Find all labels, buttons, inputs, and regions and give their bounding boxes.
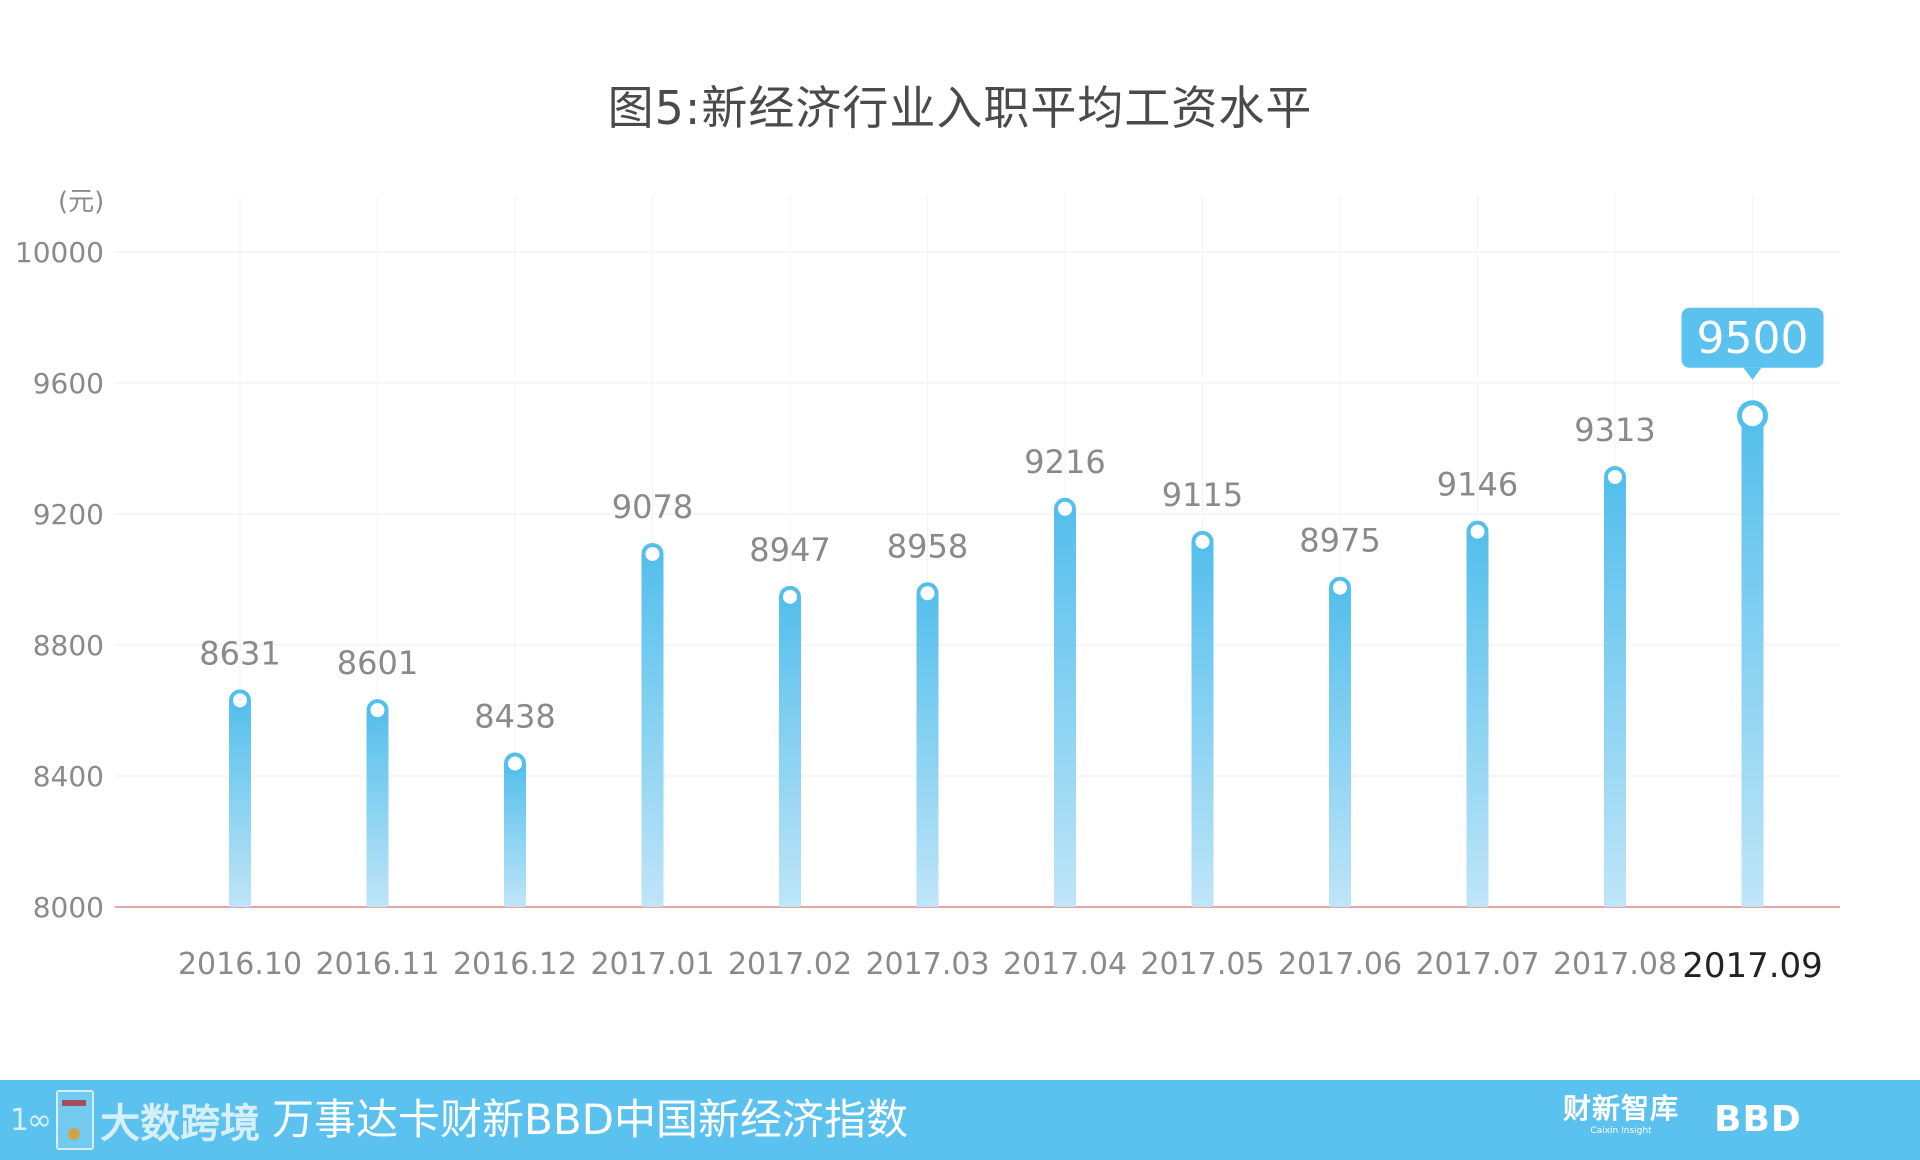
bar	[366, 710, 389, 907]
data-label: 9115	[1162, 476, 1243, 514]
bar-marker	[1604, 465, 1626, 488]
data-label: 9078	[612, 488, 693, 526]
bar-marker	[504, 752, 526, 775]
bar	[1329, 587, 1351, 907]
data-label: 9313	[1574, 411, 1655, 449]
data-label: 9500	[1697, 313, 1809, 364]
bar	[229, 700, 251, 907]
bar-marker	[1054, 497, 1076, 520]
bar-marker	[1191, 530, 1214, 553]
nei-badge-icon	[56, 1090, 95, 1150]
x-tick-label: 2016.10	[178, 947, 302, 982]
data-label: 8438	[474, 698, 555, 736]
data-label: 8947	[749, 531, 830, 569]
bar	[504, 763, 526, 907]
data-label: 8975	[1299, 522, 1380, 560]
footer-banner: 1∞ 大数跨境 万事达卡财新BBD中国新经济指数 财新智库 Caixin Ins…	[0, 1080, 1920, 1160]
x-tick-label: 2017.07	[1415, 947, 1539, 982]
data-label: 9146	[1437, 466, 1518, 504]
data-label: 9216	[1024, 443, 1105, 481]
watermark-logo: 1∞ 大数跨境	[10, 1090, 260, 1150]
bar-marker	[779, 585, 801, 608]
y-unit-label: (元)	[58, 187, 104, 217]
bar-marker	[641, 542, 664, 565]
bar-marker	[1329, 576, 1351, 599]
bar	[1604, 476, 1626, 907]
logo-text: 大数跨境	[100, 1101, 261, 1147]
brand-en: Caixin Insight	[1590, 1126, 1652, 1136]
callout-pointer	[1743, 367, 1762, 380]
x-tick-label: 2017.05	[1140, 947, 1264, 982]
value-callout	[1681, 307, 1824, 368]
x-tick-label: 2017.04	[1003, 947, 1127, 982]
bar	[1466, 531, 1489, 907]
data-label: 8601	[337, 644, 418, 682]
chart-title: 图5:新经济行业入职平均工资水平	[607, 81, 1313, 135]
y-tick-label: 8000	[33, 891, 104, 924]
y-tick-label: 9600	[33, 367, 104, 400]
bar	[641, 553, 664, 907]
bar	[779, 596, 801, 907]
x-tick-label: 2017.06	[1278, 947, 1402, 982]
bar-marker	[916, 582, 939, 605]
index-name: 万事达卡财新BBD中国新经济指数	[272, 1095, 908, 1144]
data-label: 8958	[887, 527, 968, 565]
x-tick-label: 2017.01	[590, 947, 714, 982]
x-tick-label: 2016.12	[453, 947, 577, 982]
data-label: 8631	[199, 634, 280, 672]
bbd-logo: BBD	[1714, 1099, 1802, 1140]
bar	[916, 593, 939, 907]
x-tick-label: 2017.09	[1682, 946, 1823, 986]
y-tick-label: 8400	[33, 760, 104, 793]
y-tick-label: 10000	[15, 236, 104, 269]
bar-marker	[1737, 400, 1768, 432]
y-tick-label: 8800	[33, 629, 104, 662]
brand-cn: 财新智库	[1563, 1092, 1680, 1125]
caixin-insight-logo: 财新智库 Caixin Insight	[1563, 1092, 1679, 1136]
bar-marker	[1466, 520, 1489, 543]
x-tick-label: 2016.11	[315, 947, 439, 982]
bar	[1741, 415, 1764, 907]
y-tick-label: 9200	[33, 498, 104, 531]
x-tick-label: 2017.08	[1553, 947, 1677, 982]
x-tick-label: 2017.03	[865, 947, 989, 982]
x-tick-label: 2017.02	[728, 947, 852, 982]
bar-marker	[229, 689, 251, 712]
bar-chart: 8000 8400 8800 9200 9600 10000 (元) 2016.10 2016.…	[15, 187, 1840, 986]
bar	[1054, 508, 1076, 907]
bar	[1191, 541, 1214, 907]
logo-mark: 1∞	[10, 1102, 52, 1138]
bar-marker	[366, 699, 389, 722]
